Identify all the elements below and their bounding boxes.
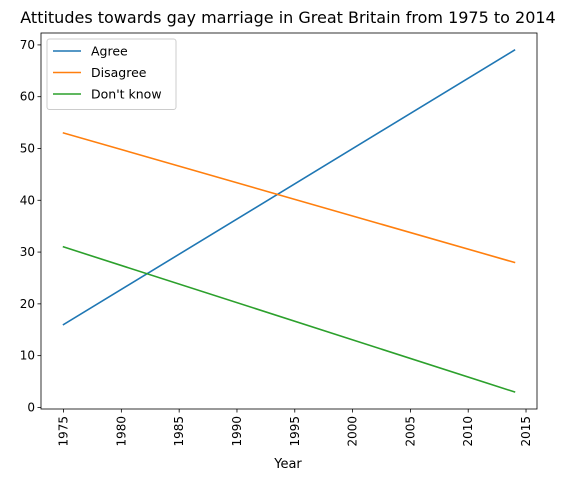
legend-label: Disagree bbox=[91, 65, 147, 80]
x-tick-label: 2000 bbox=[346, 416, 360, 447]
x-tick-label: 1990 bbox=[230, 416, 244, 447]
x-tick-label: 2010 bbox=[461, 416, 475, 447]
x-tick-label: 2015 bbox=[519, 416, 533, 447]
legend: Agree Disagree Don't know bbox=[47, 39, 176, 110]
x-tick-label: 2005 bbox=[403, 416, 417, 447]
x-tick-label: 1995 bbox=[288, 416, 302, 447]
y-tick-label: 70 bbox=[20, 38, 35, 52]
chart-title: Attitudes towards gay marriage in Great … bbox=[20, 8, 555, 27]
y-tick-label: 10 bbox=[20, 349, 35, 363]
legend-label: Don't know bbox=[91, 87, 162, 102]
y-tick-label: 50 bbox=[20, 141, 35, 155]
x-axis-label: Year bbox=[273, 457, 302, 472]
x-tick-label: 1980 bbox=[114, 416, 128, 447]
y-tick-label: 0 bbox=[27, 400, 35, 414]
y-tick-label: 60 bbox=[20, 90, 35, 104]
x-tick-label: 1985 bbox=[172, 416, 186, 447]
x-tick-label: 1975 bbox=[57, 416, 71, 447]
y-tick-label: 30 bbox=[20, 245, 35, 259]
y-tick-label: 40 bbox=[20, 193, 35, 207]
legend-label: Agree bbox=[91, 44, 128, 59]
y-tick-label: 20 bbox=[20, 297, 35, 311]
